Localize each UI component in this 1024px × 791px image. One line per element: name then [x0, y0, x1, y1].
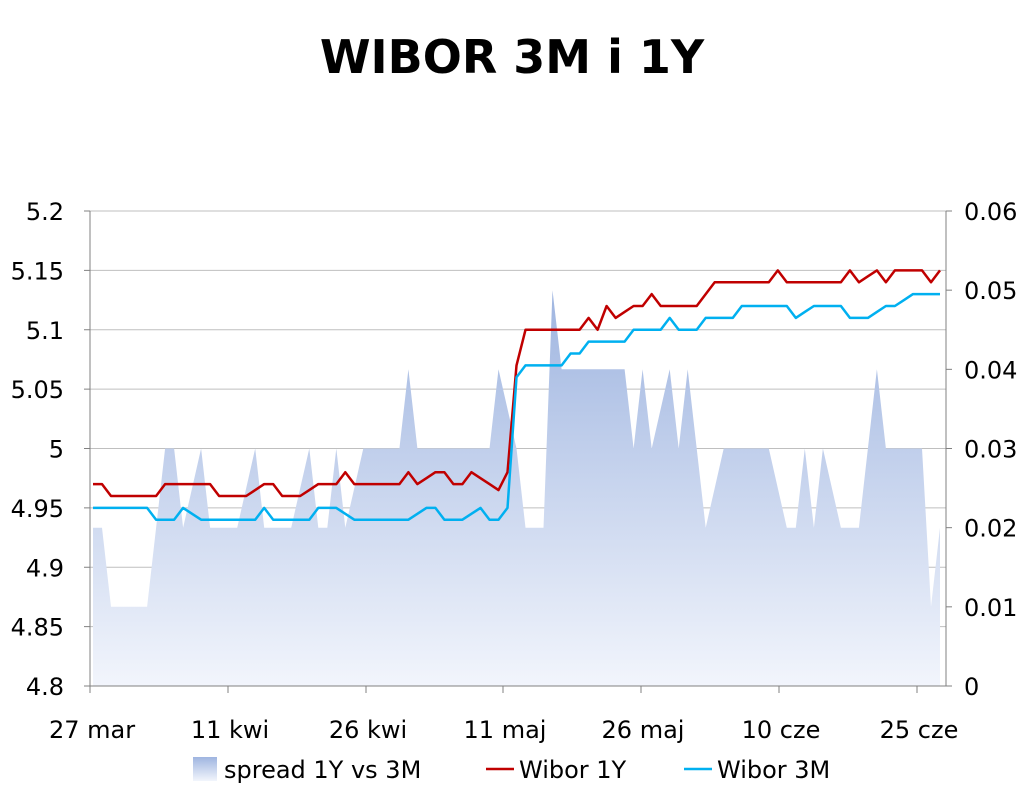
left-tick-label: 4.95: [11, 495, 64, 523]
left-tick-label: 5.05: [11, 376, 64, 404]
right-tick-label: 0.04: [964, 356, 1017, 384]
left-tick-label: 5.15: [11, 257, 64, 285]
left-tick-label: 4.9: [26, 554, 64, 582]
left-tick-label: 4.85: [11, 614, 64, 642]
right-tick-label: 0.01: [964, 594, 1017, 622]
left-tick-label: 5: [49, 436, 64, 464]
left-tick-label: 5.2: [26, 198, 64, 226]
x-tick-label: 26 kwi: [329, 716, 407, 744]
spread-area-layer: [93, 290, 940, 686]
series-line-wibor-1y: [93, 269, 941, 498]
legend-swatch-spread: [193, 757, 217, 781]
x-tick-label: 11 maj: [464, 716, 547, 744]
series-area-spread: [93, 290, 940, 686]
right-tick-label: 0.03: [964, 436, 1017, 464]
axes: 4.8 4.85 4.9 4.95 5 5.05 5.1 5.15 5.2 0 0.01 0.02 0.…: [11, 198, 1018, 744]
x-tick-label: 11 kwi: [191, 716, 269, 744]
left-tick-label: 4.8: [26, 673, 64, 701]
x-tick-label: 25 cze: [880, 716, 959, 744]
series-line-wibor-3m: [93, 292, 940, 521]
chart-title: WIBOR 3M i 1Y: [319, 30, 705, 84]
right-tick-label: 0.05: [964, 277, 1017, 305]
left-tick-label: 5.1: [26, 317, 64, 345]
series-lines: [93, 269, 941, 521]
legend-label-wibor-1y: Wibor 1Y: [519, 756, 627, 784]
legend-label-wibor-3m: Wibor 3M: [717, 756, 830, 784]
legend-label-spread: spread 1Y vs 3M: [224, 756, 421, 784]
right-tick-label: 0.02: [964, 515, 1017, 543]
x-tick-label: 26 maj: [602, 716, 685, 744]
right-tick-label: 0.06: [964, 198, 1017, 226]
legend: spread 1Y vs 3M Wibor 1Y Wibor 3M: [193, 756, 830, 784]
x-tick-label: 10 cze: [742, 716, 821, 744]
x-tick-label: 27 mar: [49, 716, 135, 744]
right-tick-label: 0: [964, 673, 979, 701]
